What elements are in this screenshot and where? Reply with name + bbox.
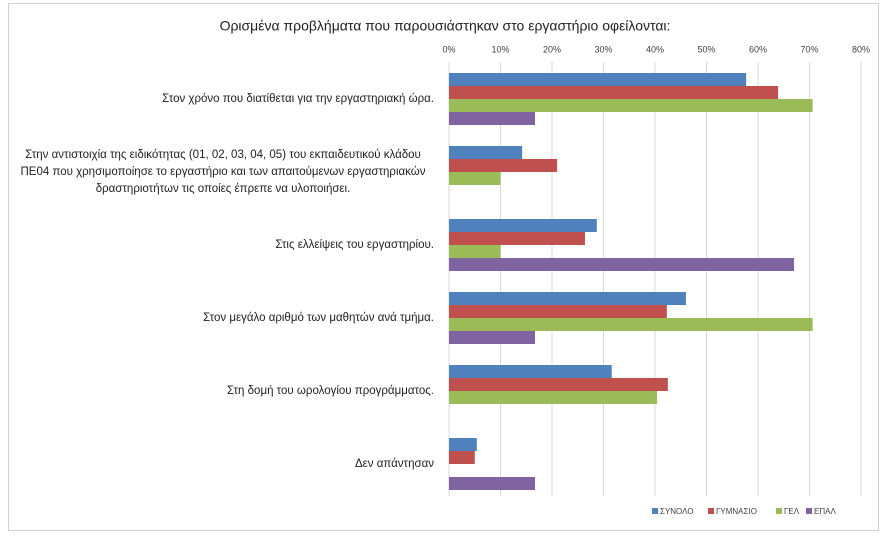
chart-frame xyxy=(8,3,879,531)
legend-swatch xyxy=(806,508,812,514)
x-tick-label: 50% xyxy=(697,44,715,54)
bar xyxy=(449,378,668,391)
bar xyxy=(449,73,747,86)
bar xyxy=(449,172,501,185)
category-label: Στην αντιστοιχία της ειδικότητας (01, 02… xyxy=(20,148,426,195)
x-tick-label: 70% xyxy=(800,44,818,54)
category-label: Στον χρόνο που διατίθεται για την εργαστ… xyxy=(162,92,434,105)
legend-label: ΓΕΛ xyxy=(784,507,800,516)
x-tick-label: 40% xyxy=(646,44,664,54)
chart-title: Ορισμένα προβλήματα που παρουσιάστηκαν σ… xyxy=(220,18,671,34)
legend-label: ΣΥΝΟΛΟ xyxy=(660,507,694,516)
bar xyxy=(449,318,813,331)
bar xyxy=(449,86,779,99)
category-label: Δεν απάντησαν xyxy=(354,457,434,470)
bar xyxy=(449,99,813,112)
x-tick-label: 10% xyxy=(491,44,509,54)
bar xyxy=(449,245,501,258)
bar xyxy=(449,219,597,232)
category-label: Στις ελλείψεις του εργαστηρίου. xyxy=(275,238,434,251)
bar xyxy=(449,146,523,159)
bar xyxy=(449,112,536,125)
bar xyxy=(449,365,612,378)
x-tick-label: 60% xyxy=(749,44,767,54)
legend-swatch xyxy=(652,508,658,514)
bar xyxy=(449,477,536,490)
category-label: Στον μεγάλο αριθμό των μαθητών ανά τμήμα… xyxy=(203,311,434,324)
legend-label: ΕΠΑΛ xyxy=(814,507,836,516)
bar xyxy=(449,331,536,344)
x-tick-label: 80% xyxy=(852,44,870,54)
bar xyxy=(449,451,475,464)
bar xyxy=(449,391,658,404)
legend-label: ΓΥΜΝΑΣΙΟ xyxy=(716,507,757,516)
category-label: Στη δομή του ωρολογίου προγράμματος. xyxy=(226,384,434,397)
bar xyxy=(449,258,795,271)
legend-swatch xyxy=(708,508,714,514)
x-tick-label: 20% xyxy=(543,44,561,54)
bar xyxy=(449,232,585,245)
bar xyxy=(449,292,686,305)
bar xyxy=(449,159,558,172)
x-tick-label: 0% xyxy=(442,44,455,54)
legend-swatch xyxy=(776,508,782,514)
bar xyxy=(449,305,667,318)
x-tick-label: 30% xyxy=(594,44,612,54)
bar xyxy=(449,438,477,451)
